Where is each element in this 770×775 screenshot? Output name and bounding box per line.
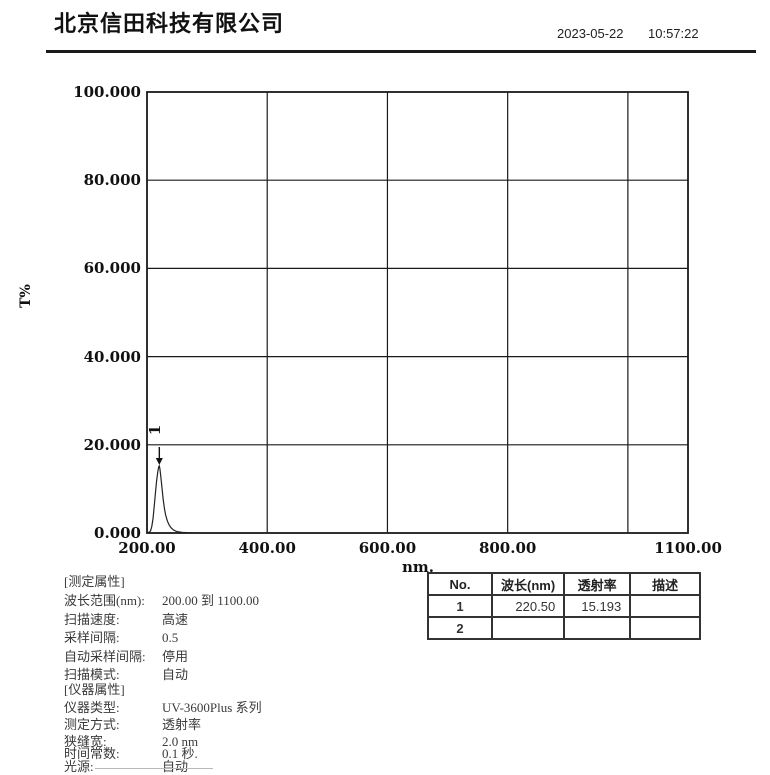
y-tick-label: 100.000	[73, 83, 141, 101]
property-value: 200.00 到 1100.00	[162, 593, 260, 608]
y-tick-label: 40.000	[83, 347, 141, 366]
y-tick-label: 80.000	[83, 171, 141, 190]
property-value: 0.5	[162, 630, 179, 645]
peak-table-cell	[490, 616, 566, 640]
property-label: 自动采样间隔:	[64, 649, 146, 664]
property-label: 采样间隔:	[64, 630, 120, 645]
property-line: 自动采样间隔: 停用	[64, 646, 188, 665]
property-label: 波长范围(nm):	[64, 593, 145, 608]
plot-border	[146, 91, 689, 534]
property-label: 扫描速度:	[64, 612, 120, 627]
property-line: 光源: 自动	[64, 756, 188, 775]
property-line: 狭缝宽: 2.0 nm	[64, 731, 198, 750]
peak-marker-label: 1	[146, 424, 165, 436]
page-bottom-edge	[95, 768, 213, 769]
y-tick-label: 60.000	[83, 259, 141, 278]
report-date: 2023-05-22	[557, 26, 624, 41]
y-tick-label: 0.000	[94, 524, 141, 542]
x-tick-label: 600.00	[358, 539, 417, 557]
property-line: 采样间隔: 0.5	[64, 627, 178, 646]
property-value: 停用	[162, 649, 189, 664]
peak-table-cell: 220.50	[490, 594, 566, 618]
peak-table-cell: 15.193	[563, 594, 632, 618]
peak-table-cell	[629, 594, 702, 618]
peak-table-cell	[629, 616, 702, 640]
peak-table-cell: 1	[427, 594, 493, 618]
peak-table-row: 1 220.50 15.193	[427, 594, 702, 618]
x-tick-label: 800.00	[478, 539, 537, 557]
x-tick-label: 1100.00	[654, 539, 722, 557]
property-label: 扫描模式:	[64, 667, 120, 682]
property-label: 仪器类型:	[64, 700, 120, 715]
property-value: 高速	[162, 612, 189, 627]
property-value: 自动	[162, 667, 189, 682]
property-value: 0.1 秒.	[162, 746, 198, 761]
measurement-section-title: [测定属性]	[64, 574, 125, 589]
peak-table-header-cell: 波长(nm)	[490, 572, 566, 596]
property-line: 仪器类型: UV-3600Plus 系列	[64, 697, 262, 716]
peak-table-header-cell: 透射率	[563, 572, 632, 596]
property-label: 光源:	[64, 759, 94, 774]
header-divider	[46, 50, 756, 53]
peak-arrow-head	[155, 457, 163, 465]
instrument-section-title: [仪器属性]	[64, 682, 125, 697]
property-value: UV-3600Plus 系列	[162, 700, 262, 715]
property-value: 透射率	[162, 717, 202, 732]
peak-table-header-cell: 描述	[629, 572, 702, 596]
property-value: 自动	[162, 759, 189, 774]
property-label: 狭缝宽:	[64, 734, 107, 749]
peak-table: No. 波长(nm) 透射率 描述 1 220.50 15.193 2	[427, 572, 702, 640]
x-tick-label: 200.00	[118, 539, 176, 557]
property-line: 波长范围(nm): 200.00 到 1100.00	[64, 590, 259, 609]
company-title: 北京信田科技有限公司	[54, 11, 285, 36]
property-line: 测定方式: 透射率	[64, 714, 201, 733]
peak-table-header-cell: No.	[427, 572, 493, 596]
spectrum-curve	[146, 464, 688, 534]
y-tick-label: 20.000	[83, 435, 141, 454]
property-label: 时间常数:	[64, 746, 120, 761]
report-time: 10:57:22	[648, 26, 699, 41]
x-tick-label: 400.00	[238, 539, 296, 557]
peak-table-cell	[563, 616, 632, 640]
property-label: 测定方式:	[64, 717, 120, 732]
property-line: 时间常数: 0.1 秒.	[64, 743, 198, 762]
property-value: 2.0 nm	[162, 734, 199, 749]
y-axis-label: T%	[17, 284, 34, 308]
property-line: 扫描模式: 自动	[64, 664, 188, 683]
peak-table-header-row: No. 波长(nm) 透射率 描述	[427, 572, 702, 596]
property-line: 扫描速度: 高速	[64, 609, 188, 628]
peak-table-row: 2	[427, 616, 702, 640]
x-axis-unit-label: nm.	[402, 558, 434, 576]
peak-table-cell: 2	[427, 616, 493, 640]
